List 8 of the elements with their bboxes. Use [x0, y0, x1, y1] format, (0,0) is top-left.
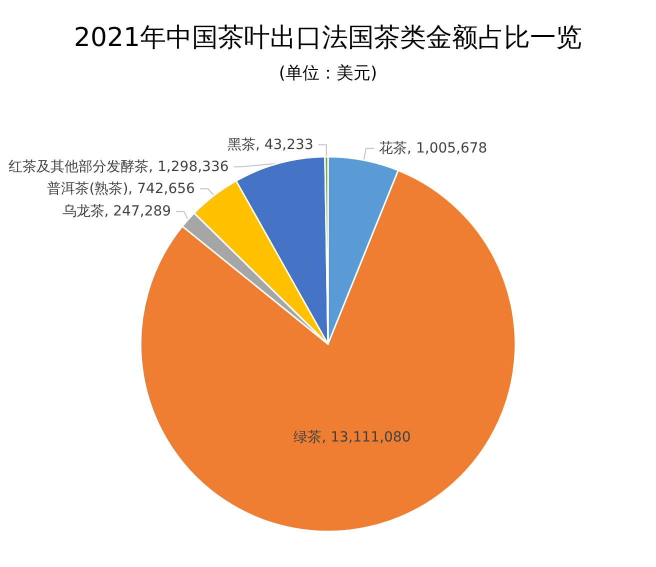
chart-title: 2021年中国茶叶出口法国茶类金额占比一览: [74, 23, 582, 53]
slice-label: 黑茶, 43,233: [227, 136, 314, 153]
slice-label: 普洱茶(熟茶), 742,656: [47, 180, 196, 197]
slice-label: 红茶及其他部分发酵茶, 1,298,336: [8, 158, 229, 175]
chart-subtitle: (单位：美元): [278, 64, 378, 84]
slice-label: 绿茶, 13,111,080: [294, 430, 411, 446]
slice-label: 乌龙茶, 247,289: [62, 204, 172, 220]
slice-label: 花茶, 1,005,678: [379, 140, 488, 156]
